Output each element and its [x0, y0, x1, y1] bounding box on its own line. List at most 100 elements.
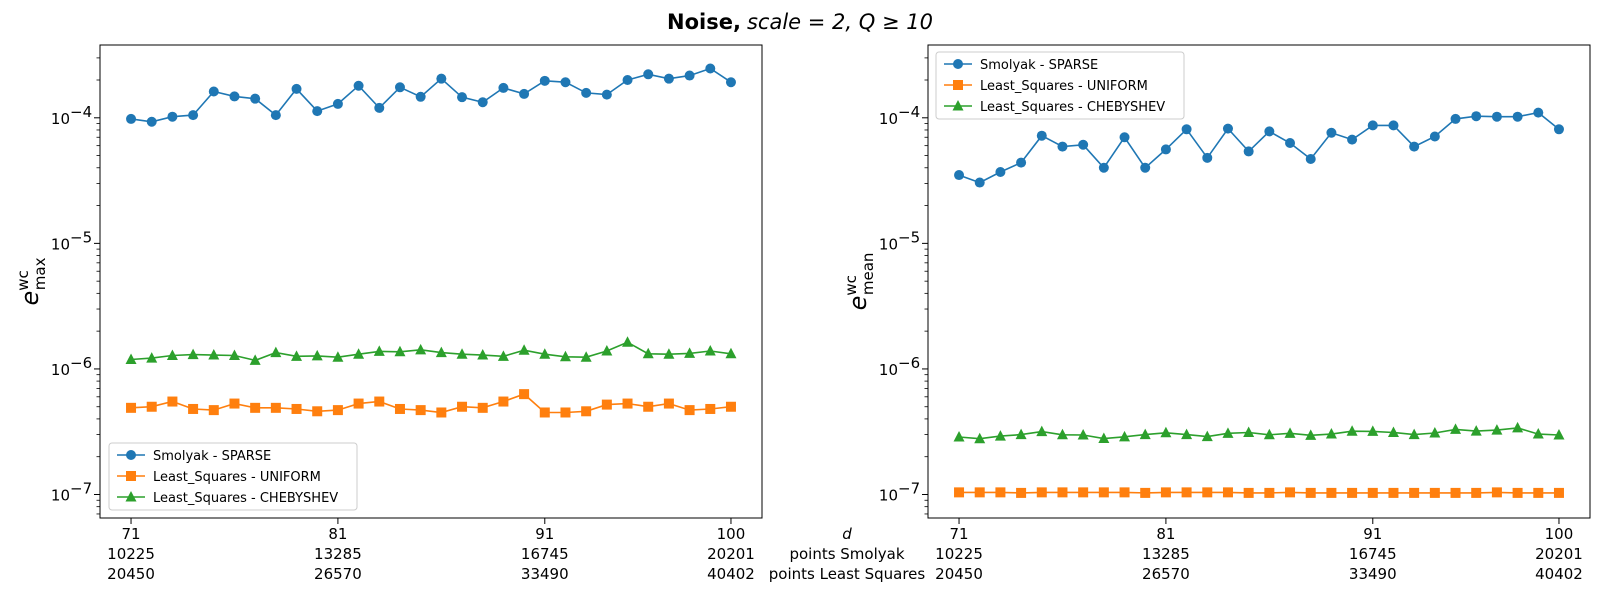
data-point [642, 347, 654, 359]
data-point [519, 389, 530, 400]
data-point [1450, 113, 1461, 124]
y-tick-base: 10 [879, 235, 898, 253]
data-point [1491, 424, 1503, 435]
legend-swatch-marker [953, 59, 963, 69]
data-point [188, 110, 199, 121]
y-tick-label: 10 [879, 110, 898, 128]
data-point [1243, 426, 1255, 437]
y-tick-base: 10 [879, 361, 898, 379]
x-tick-label-smolyak: 16745 [521, 545, 569, 563]
y-tick-exponent: −6 [898, 354, 920, 372]
data-point [1139, 428, 1151, 440]
legend-entry: Smolyak - SPARSE [153, 449, 271, 464]
data-point [394, 82, 405, 93]
data-point [1533, 487, 1544, 498]
x-tick-label-ls: 40402 [1535, 565, 1583, 583]
data-point [1305, 153, 1316, 164]
data-point [1078, 487, 1089, 498]
y-tick-label: 10 [879, 361, 898, 379]
x-row-label-points-least-squares: points Least Squares [769, 565, 926, 583]
y-axis-label-sup: wc [842, 275, 860, 296]
data-point [1429, 487, 1440, 498]
x-tick-label-d: 71 [949, 525, 968, 543]
data-point [663, 398, 674, 409]
data-point [1429, 426, 1441, 438]
data-point [1347, 487, 1358, 498]
legend-swatch-marker [126, 450, 136, 460]
data-point [1036, 425, 1048, 437]
data-point [1471, 111, 1482, 122]
y-tick-exponent: −5 [70, 228, 92, 246]
data-point [270, 402, 281, 413]
right-chart-panel: 10−410−510−610 −7711022520450811328526570… [842, 44, 1591, 583]
data-point [1181, 124, 1192, 135]
series-line [130, 393, 732, 414]
x-tick-label-smolyak: 10225 [935, 545, 983, 563]
data-point [1285, 487, 1296, 498]
data-point [332, 98, 343, 109]
data-point [601, 399, 612, 410]
x-row-label-points-smolyak: points Smolyak [789, 545, 904, 563]
series-line [959, 491, 1559, 494]
data-point [1491, 487, 1502, 498]
y-tick-label: 10 [879, 487, 898, 505]
data-point [497, 350, 509, 361]
data-point [1533, 107, 1544, 118]
figure-title: Noise, scale = 2, Q ≥ 10 [667, 10, 933, 34]
x-tick-label-d: 81 [1156, 525, 1175, 543]
y-tick-label: 10 [51, 487, 70, 505]
y-tick-base: 10 [51, 361, 70, 379]
data-point [477, 349, 489, 360]
data-point [1553, 487, 1564, 498]
data-point [1056, 428, 1068, 440]
figure-title-rest: scale = 2, Q ≥ 10 [747, 10, 933, 34]
data-point [1408, 428, 1420, 440]
legend: Smolyak - SPARSE Least_Squares - UNIFORM L… [108, 442, 358, 511]
data-point [1078, 139, 1089, 150]
data-point [995, 167, 1006, 178]
x-tick-label-d: 100 [1545, 525, 1574, 543]
y-axis-label-base: e [844, 296, 872, 311]
data-point [663, 348, 675, 359]
x-axis-row-labels: d points Smolyak points Least Squares [769, 525, 926, 583]
data-point [663, 73, 674, 84]
x-tick-label-ls: 26570 [1142, 565, 1190, 583]
data-point [1532, 428, 1544, 439]
data-point [498, 396, 509, 407]
data-point [954, 170, 965, 181]
y-tick-base: 10 [51, 487, 70, 505]
legend-box [935, 51, 1185, 120]
x-row-label-d: d [842, 525, 852, 543]
data-point [1470, 425, 1482, 436]
data-point [435, 346, 447, 358]
data-point [270, 110, 281, 121]
series-line [130, 67, 732, 123]
data-point [229, 91, 240, 102]
series-line [130, 341, 732, 362]
data-point [477, 97, 488, 108]
data-point [1036, 487, 1047, 498]
series-circle [126, 63, 736, 127]
data-point [995, 487, 1006, 498]
data-point [1284, 427, 1296, 438]
data-point [705, 63, 716, 74]
data-point [1160, 426, 1172, 438]
data-point [725, 401, 736, 412]
y-tick-base: 10 [879, 487, 898, 505]
series-square [126, 389, 736, 418]
data-point [1450, 423, 1462, 434]
data-point [187, 348, 199, 360]
data-point [581, 87, 592, 98]
data-point [1181, 487, 1192, 498]
series-line [958, 427, 1560, 440]
data-point [1222, 427, 1234, 438]
data-point [146, 116, 157, 127]
x-tick-label-ls: 20450 [935, 565, 983, 583]
data-point [539, 348, 551, 359]
data-point [291, 403, 302, 414]
legend-swatch-marker [125, 491, 137, 502]
data-point [622, 398, 633, 409]
y-tick-exponent: −4 [70, 103, 92, 121]
data-point [250, 93, 261, 104]
